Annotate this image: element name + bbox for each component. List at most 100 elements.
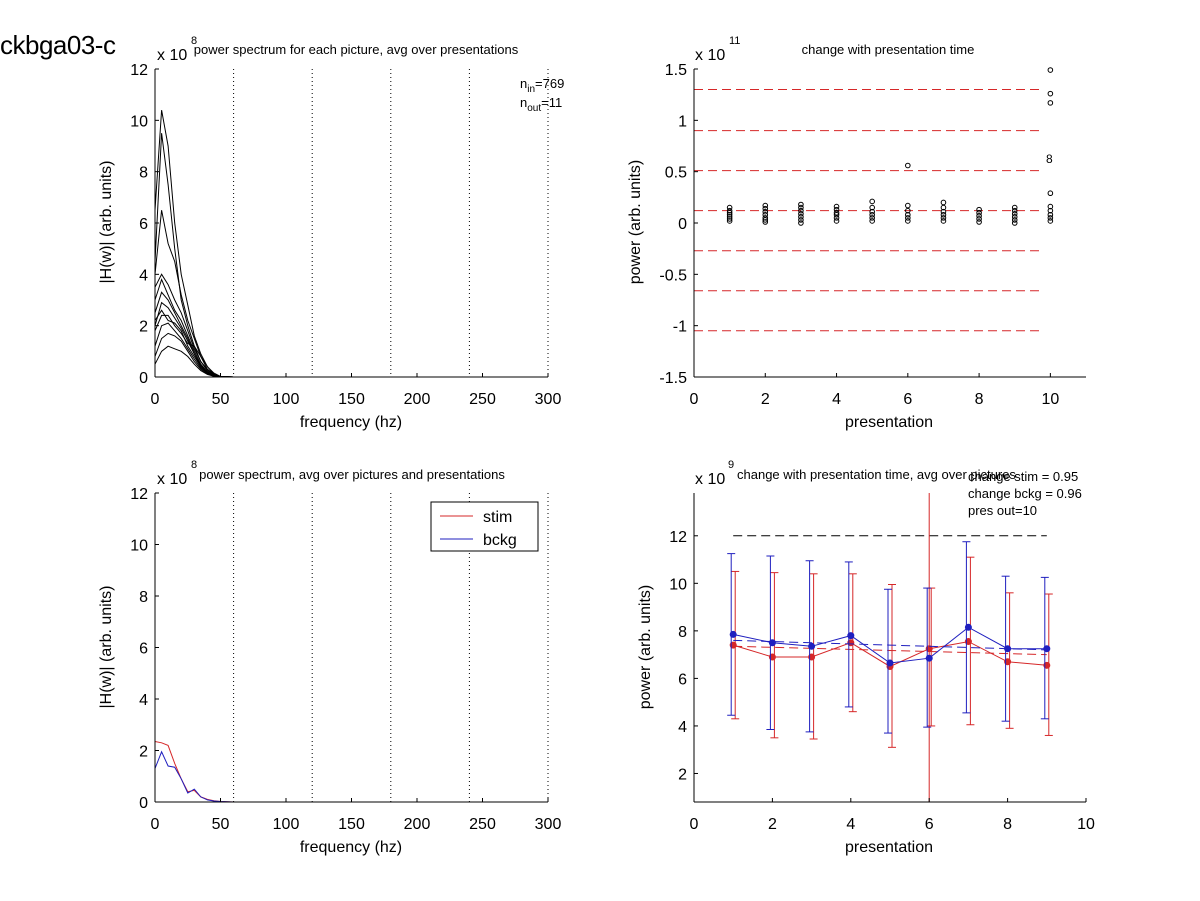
y-tick-label: 8: [678, 624, 687, 641]
x-tick-label: 6: [925, 816, 934, 833]
panel-title: power spectrum for each picture, avg ove…: [194, 42, 519, 57]
power-point: [976, 206, 982, 213]
n-out-annotation: nout=11: [520, 95, 562, 114]
n-in-base: n: [520, 76, 527, 91]
data-point-bckg: [886, 659, 894, 667]
power-point: [798, 220, 804, 226]
power-point: [940, 199, 947, 206]
y-tick-label: 10: [130, 538, 148, 555]
data-point-bckg: [729, 630, 737, 638]
power-point: [798, 217, 804, 223]
power-point: [798, 204, 804, 211]
n-out-sub: out: [527, 103, 541, 114]
power-point: [1047, 100, 1054, 106]
x-tick-label: 6: [903, 391, 912, 408]
spectrum-line: [154, 133, 548, 378]
annotation-pres-out: pres out=10: [968, 503, 1037, 518]
x-tick-label: 100: [273, 816, 300, 833]
x-tick-label: 0: [690, 816, 699, 833]
y-tick-label: 0: [139, 370, 148, 387]
power-point: [1011, 220, 1018, 226]
x-tick-label: 0: [690, 391, 699, 408]
y-tick-label: -0.5: [659, 267, 687, 284]
x-tick-label: 250: [469, 391, 496, 408]
y-tick-label: 10: [669, 576, 687, 593]
panel-title: change with presentation time, avg over …: [737, 467, 1016, 482]
y-tick-label: 0: [678, 216, 687, 233]
y-tick-label: 8: [139, 589, 148, 606]
power-point: [940, 211, 947, 218]
x-axis-label: presentation: [845, 839, 933, 856]
power-point: [1011, 207, 1018, 214]
data-point-bckg: [768, 639, 776, 647]
x-tick-label: 4: [832, 391, 841, 408]
y-tick-label: -1: [673, 319, 687, 336]
x-axis-label: frequency (hz): [300, 839, 402, 856]
legend-bckg-label: bckg: [483, 532, 517, 549]
legend-box: [430, 501, 539, 552]
power-point: [762, 208, 769, 215]
power-point: [762, 205, 769, 212]
annotation-change-bckg: change bckg = 0.96: [968, 486, 1082, 501]
spectrum-line: [154, 273, 548, 378]
x-tick-label: 250: [469, 816, 496, 833]
annotation-change-stim: change stim = 0.95: [968, 469, 1078, 484]
x-tick-label: 8: [975, 391, 984, 408]
legend-stim-label: stim: [483, 509, 512, 526]
spectrum-line: [154, 301, 548, 378]
power-point: [762, 202, 769, 209]
spectrum-line: [154, 314, 548, 378]
power-point: [976, 209, 982, 216]
axis-exponent-value: 8: [191, 35, 197, 47]
power-point: [1047, 67, 1054, 73]
n-in-sub: in: [527, 84, 535, 95]
y-tick-label: 10: [130, 113, 148, 130]
power-point: [798, 210, 804, 217]
y-tick-label: 0: [139, 795, 148, 812]
power-point: [905, 202, 911, 209]
svg-text:nin=769: nin=769: [520, 76, 564, 95]
trend-line-bckg: [733, 639, 1047, 651]
power-point: [940, 215, 947, 221]
y-tick-label: 8: [139, 165, 148, 182]
power-point: [869, 211, 875, 218]
power-point: [905, 207, 911, 214]
power-point: [726, 209, 733, 216]
x-tick-label: 0: [151, 816, 160, 833]
data-point-bckg: [847, 632, 855, 640]
y-tick-label: 12: [130, 486, 148, 503]
x-tick-label: 10: [1041, 391, 1059, 408]
power-point: [726, 207, 733, 214]
axis-exponent-value: 8: [191, 459, 197, 471]
axis-exponent-label: x 10: [157, 471, 187, 488]
spectrum-line: [154, 322, 548, 378]
power-point: [1047, 203, 1054, 210]
marker-label: 8: [1046, 152, 1053, 166]
y-tick-label: -1.5: [659, 370, 687, 387]
y-tick-label: 1: [678, 113, 687, 130]
y-tick-label: 2: [139, 744, 148, 761]
power-point: [1047, 215, 1054, 221]
spectrum-line: [154, 110, 548, 378]
y-tick-label: 4: [139, 267, 148, 284]
x-tick-label: 50: [212, 816, 230, 833]
power-point: [798, 214, 804, 220]
n-in-value: =769: [535, 76, 564, 91]
power-point: [833, 209, 840, 216]
x-tick-label: 200: [404, 816, 431, 833]
y-tick-label: 2: [139, 319, 148, 336]
power-point: [1047, 218, 1054, 224]
y-tick-label: 0.5: [665, 165, 687, 182]
data-point-bckg: [1043, 645, 1051, 653]
power-point: [940, 204, 947, 211]
power-point: [1047, 190, 1054, 197]
x-tick-label: 300: [535, 816, 562, 833]
power-point: [726, 204, 733, 211]
power-point: [905, 215, 911, 221]
power-point: [869, 204, 875, 211]
x-tick-label: 300: [535, 391, 562, 408]
y-tick-label: 4: [678, 719, 687, 736]
data-point-bckg: [925, 654, 933, 662]
x-tick-label: 150: [338, 391, 365, 408]
